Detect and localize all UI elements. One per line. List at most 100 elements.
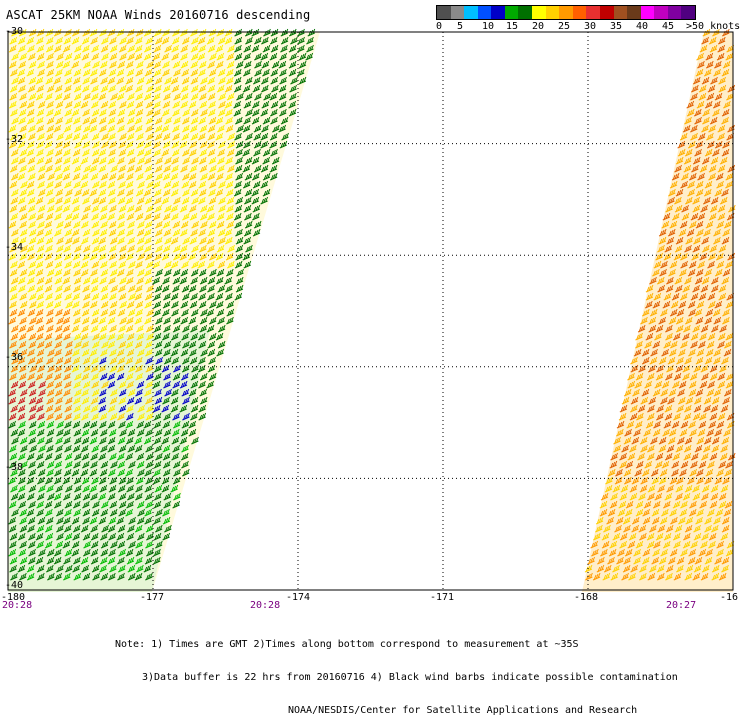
wind-barb [197,364,206,373]
wind-barb [82,532,91,541]
wind-barb [661,220,670,229]
wind-barb [306,44,314,53]
wind-barb [272,124,280,133]
wind-barb [692,196,700,205]
wind-barb [45,212,54,221]
wind-barb [36,140,45,149]
wind-barb [72,564,80,573]
wind-barb [669,220,678,229]
wind-barb [189,348,197,357]
wind-barb [126,484,134,493]
wind-barb [585,572,593,581]
wind-barb [37,412,45,421]
wind-barb [54,332,63,341]
wind-barb [18,132,27,141]
wind-barb [172,268,181,277]
wind-barb [722,308,730,317]
wind-barb [27,556,36,565]
wind-barb [279,76,287,85]
wind-barb [101,524,109,533]
wind-barb [44,452,53,461]
wind-barb [19,300,28,309]
wind-barb [180,268,189,277]
wind-barb [36,300,44,309]
wind-barb [64,532,73,541]
wind-barb [62,92,71,101]
wind-barb [99,180,107,189]
wind-barb [108,428,117,437]
wind-barb [146,308,154,317]
wind-barb [226,300,235,309]
wind-barb [674,244,683,253]
wind-barb [127,156,136,165]
wind-barb [91,148,100,157]
wind-barb [53,300,62,309]
wind-barb [91,372,99,381]
wind-barb [99,372,108,381]
wind-barb [134,44,143,53]
wind-barb [633,428,641,437]
wind-barb [37,220,45,229]
wind-barb [46,100,54,109]
wind-barb [188,180,197,189]
wind-barb [100,100,109,109]
wind-barb [179,252,188,261]
wind-barb [46,204,55,213]
wind-barb [696,476,704,485]
wind-barb [82,44,90,53]
wind-barb [26,244,35,253]
wind-barb [126,36,134,45]
wind-barb [90,556,99,565]
wind-barb [116,68,125,77]
wind-barb [119,100,127,109]
wind-barb [107,124,116,133]
scale-swatch [532,6,546,19]
wind-barb [209,252,217,261]
wind-barb [670,516,678,525]
wind-barb [19,348,28,357]
wind-barb [72,260,81,269]
wind-barb [688,348,696,357]
wind-barb [98,332,107,341]
wind-barb [99,484,108,493]
wind-barb [648,324,657,333]
wind-barb [73,460,81,469]
wind-barb [45,44,54,53]
wind-barb [718,572,727,581]
wind-barb [90,492,98,501]
wind-barb [206,324,215,333]
wind-barb [695,180,704,189]
scale-label: >50 knots [686,21,740,32]
wind-barb [703,188,712,197]
wind-barb [227,140,235,149]
wind-barb [127,572,136,581]
wind-barb [215,276,224,285]
wind-barb [703,404,711,413]
wind-barb [607,468,616,477]
wind-barb [289,92,297,101]
wind-barb [619,532,628,541]
wind-barb [709,452,718,461]
wind-barb [109,52,118,61]
wind-barb [55,540,64,549]
wind-barb [90,524,98,533]
wind-barb [242,84,251,93]
wind-barb [667,556,676,565]
wind-barb [649,524,657,533]
wind-barb [27,196,36,205]
wind-barb [709,116,718,125]
wind-barb [711,564,720,573]
wind-barb [45,260,54,269]
wind-barb [702,116,710,125]
wind-barb [62,308,71,317]
wind-barb [179,380,188,389]
wind-barb [118,84,127,93]
wind-barb [164,156,172,165]
wind-barb [688,220,697,229]
wind-barb [701,124,709,133]
wind-barb [704,180,713,189]
wind-barb [125,356,134,365]
wind-barb [656,276,665,285]
wind-barb [107,444,116,453]
wind-barb [171,124,180,133]
